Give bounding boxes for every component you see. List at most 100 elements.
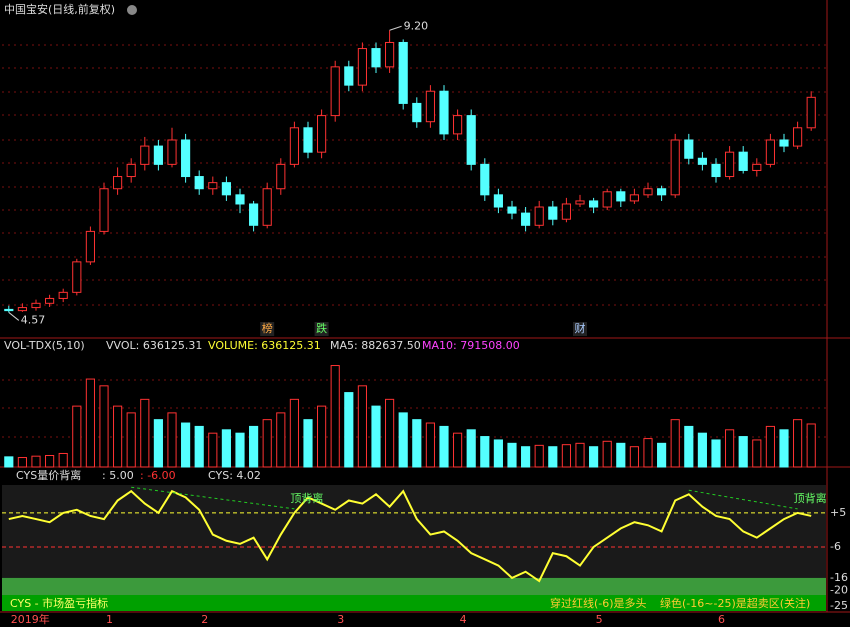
candle-body bbox=[589, 200, 599, 208]
candle-body bbox=[289, 127, 299, 165]
volume-bar bbox=[806, 423, 816, 468]
volume-bar bbox=[738, 436, 748, 468]
volume-bar bbox=[779, 429, 789, 468]
candle-body bbox=[317, 115, 327, 153]
volume-bar bbox=[85, 378, 95, 468]
x-tick-label: 2 bbox=[201, 613, 208, 626]
volume-bar bbox=[385, 398, 395, 468]
candle-body bbox=[725, 151, 735, 178]
candle-body bbox=[534, 206, 544, 226]
menu-button[interactable] bbox=[127, 5, 137, 15]
candle-body bbox=[221, 182, 231, 196]
annotation: 9.20 bbox=[404, 19, 429, 32]
y-tick-label: -6 bbox=[830, 540, 841, 553]
footer-text: 穿过红线(-6)是多头 bbox=[550, 596, 647, 610]
volume-bar bbox=[684, 425, 694, 468]
oversold-zone bbox=[2, 577, 826, 595]
volume-bar bbox=[17, 457, 27, 468]
candle-body bbox=[344, 66, 354, 86]
candle-body bbox=[616, 191, 626, 202]
volume-bar bbox=[793, 419, 803, 468]
volume-bar bbox=[657, 442, 667, 468]
divergence-label: 顶背离 bbox=[290, 491, 323, 505]
candle-body bbox=[643, 188, 653, 196]
x-tick-label: 5 bbox=[596, 613, 603, 626]
volume-bar bbox=[262, 419, 272, 468]
volume-bar bbox=[670, 419, 680, 468]
candle-body bbox=[17, 307, 27, 312]
vol-header: VOLUME: 636125.31 bbox=[208, 339, 321, 352]
candle-body bbox=[357, 48, 367, 86]
volume-bar bbox=[58, 452, 68, 468]
candle-body bbox=[466, 115, 476, 165]
candle-body bbox=[85, 230, 95, 263]
y-tick-label: -20 bbox=[830, 583, 848, 596]
event-marker: 财 bbox=[575, 321, 586, 335]
candle-body bbox=[779, 139, 789, 147]
event-marker-bg bbox=[260, 322, 275, 336]
volume-bar bbox=[561, 444, 571, 468]
candle-body bbox=[31, 302, 41, 309]
volume-bar bbox=[303, 419, 313, 468]
candle-body bbox=[167, 139, 177, 165]
candle-body bbox=[303, 127, 313, 153]
volume-bar bbox=[113, 405, 123, 468]
candle-body bbox=[575, 200, 585, 205]
volume-bar bbox=[45, 455, 55, 468]
volume-bar bbox=[344, 392, 354, 468]
candle-body bbox=[684, 139, 694, 159]
x-tick-label: 2019年 bbox=[11, 612, 50, 626]
candle-body bbox=[194, 176, 204, 190]
candle-body bbox=[58, 291, 68, 299]
vol-header: VVOL: 636125.31 bbox=[106, 339, 202, 352]
candle-body bbox=[480, 163, 490, 196]
volume-bar bbox=[249, 425, 259, 468]
candle-body bbox=[126, 163, 136, 178]
candle-body bbox=[153, 145, 163, 165]
volume-bar bbox=[521, 446, 531, 468]
candle-body bbox=[208, 182, 218, 190]
volume-bar bbox=[235, 432, 245, 468]
candle-body bbox=[521, 212, 531, 226]
candle-body bbox=[738, 151, 748, 171]
volume-bar bbox=[643, 438, 653, 468]
candle-body bbox=[507, 206, 517, 214]
x-tick-label: 1 bbox=[106, 613, 113, 626]
volume-bar bbox=[289, 398, 299, 468]
volume-bar bbox=[357, 385, 367, 468]
vol-header: MA10: 791508.00 bbox=[422, 339, 520, 352]
candle-body bbox=[602, 191, 612, 208]
candle-body bbox=[99, 188, 109, 232]
y-tick-label: -16 bbox=[830, 571, 848, 584]
candle-body bbox=[398, 41, 408, 104]
x-tick-label: 3 bbox=[337, 613, 344, 626]
volume-bar bbox=[507, 442, 517, 468]
footer-text: 绿色(-16~-25)是超卖区(关注) bbox=[660, 596, 810, 610]
candle-body bbox=[670, 139, 680, 196]
event-marker-bg bbox=[573, 322, 587, 336]
candle-body bbox=[425, 90, 435, 123]
candle-body bbox=[752, 163, 762, 171]
volume-bar bbox=[711, 439, 721, 468]
volume-bar bbox=[480, 436, 490, 468]
volume-bar bbox=[629, 446, 639, 468]
event-marker: 跌 bbox=[316, 321, 327, 335]
volume-bar bbox=[126, 412, 136, 468]
x-tick-label: 4 bbox=[460, 613, 467, 626]
candle-body bbox=[657, 188, 667, 196]
candle-body bbox=[439, 90, 449, 135]
cys-header: : 5.00 bbox=[102, 469, 134, 482]
candle-body bbox=[371, 48, 381, 68]
vol-header: MA5: 882637.50 bbox=[330, 339, 421, 352]
cys-header: CYS量价背离 bbox=[16, 468, 81, 482]
candle-body bbox=[72, 261, 82, 293]
candle-body bbox=[793, 127, 803, 147]
divergence-line bbox=[688, 489, 798, 510]
volume-bar bbox=[548, 446, 558, 468]
candle-body bbox=[385, 41, 395, 68]
candle-body bbox=[181, 139, 191, 178]
volume-bar bbox=[466, 429, 476, 468]
volume-bar bbox=[453, 432, 463, 468]
volume-bar bbox=[589, 446, 599, 468]
